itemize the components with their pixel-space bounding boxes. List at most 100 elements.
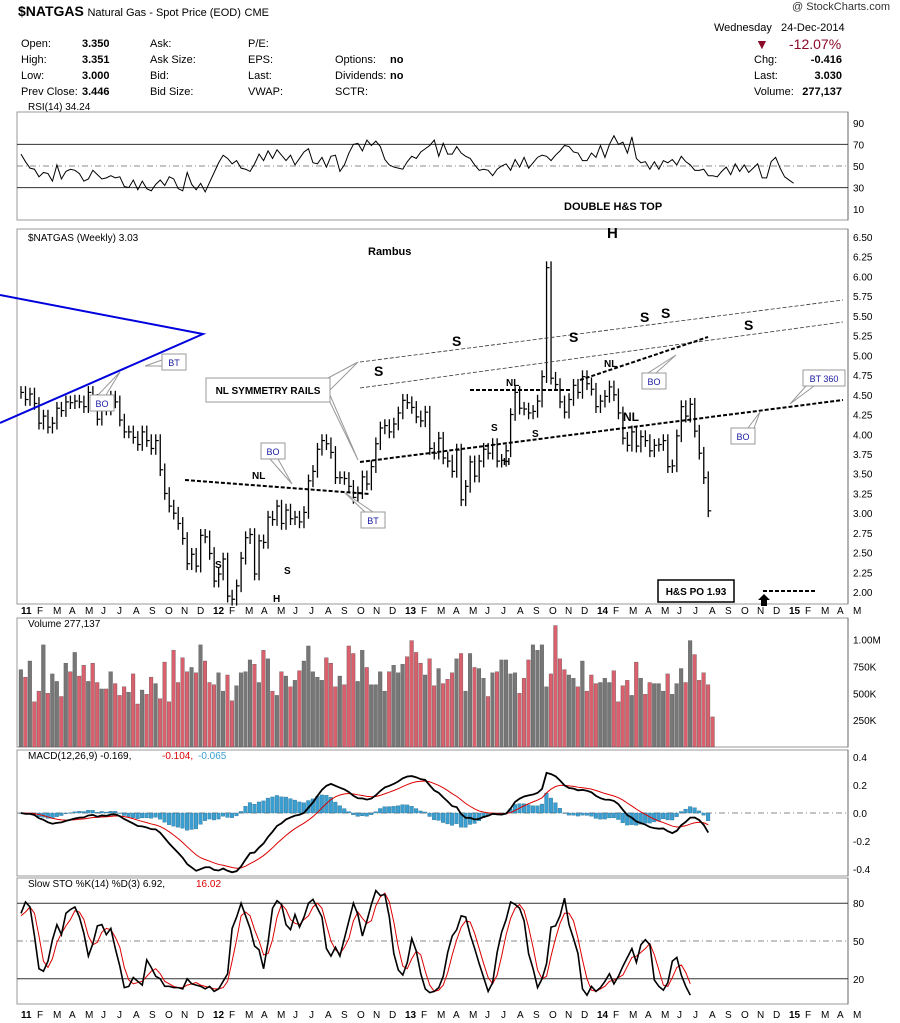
volume-bar — [683, 682, 688, 748]
y-tick-label: 10 — [853, 205, 865, 216]
macd-histogram-bar — [436, 812, 441, 821]
x-tick-label: M — [853, 606, 861, 617]
volume-bar — [652, 683, 657, 748]
macd-histogram-bar — [373, 811, 378, 814]
macd-histogram-bar — [288, 798, 293, 814]
x-tick-label: S — [533, 1010, 540, 1021]
rsi-line — [20, 134, 794, 194]
macd-histogram-bar — [670, 812, 675, 821]
volume-bar — [418, 663, 423, 748]
macd-hist-value: -0.065 — [198, 751, 227, 762]
chart-title: $NATGAS Natural Gas - Spot Price (EOD) C… — [18, 3, 269, 19]
price-label: $NATGAS (Weekly) 3.03 — [28, 233, 139, 244]
y-tick-label: 6.00 — [853, 272, 873, 283]
macd-histogram-bar — [261, 800, 266, 814]
macd-histogram-bar — [247, 802, 252, 814]
callout-tail — [344, 492, 375, 513]
x-tick-label: A — [517, 1010, 524, 1021]
volume-bar — [324, 657, 329, 748]
macd-histogram-bar — [234, 812, 239, 817]
rsi-label: RSI(14) 34.24 — [28, 102, 91, 113]
credit[interactable]: @ StockCharts.com — [792, 1, 890, 13]
macd-histogram-bar — [611, 812, 616, 819]
callout-box — [802, 369, 846, 387]
callout-tail — [747, 411, 761, 429]
volume-bar — [589, 674, 594, 748]
quote-value: 277,137 — [802, 86, 842, 98]
x-tick-label: A — [453, 1010, 460, 1021]
volume-label: Volume 277,137 — [28, 619, 101, 630]
shoulder-label: S — [661, 305, 670, 321]
x-tick-label: J — [677, 606, 682, 617]
shoulder-label: S — [640, 309, 649, 325]
macd-histogram-bar — [203, 812, 208, 821]
macd-histogram-bar — [265, 797, 270, 814]
quote-label: Options: — [335, 54, 376, 66]
volume-bar — [544, 686, 549, 748]
macd-histogram-bar — [589, 812, 594, 817]
y-tick-label: 4.00 — [853, 430, 873, 441]
macd-histogram-bar — [602, 812, 607, 820]
y-tick-label: 0.4 — [853, 753, 867, 764]
quote-label: VWAP: — [248, 86, 284, 98]
x-tick-label: J — [677, 1010, 682, 1021]
macd-histogram-bar — [656, 812, 661, 821]
volume-bar — [486, 696, 490, 748]
volume-bar — [400, 664, 405, 748]
macd-histogram-bar — [144, 812, 149, 818]
volume-bar — [185, 671, 190, 748]
x-tick-label: N — [565, 1010, 572, 1021]
macd-histogram-bar — [68, 812, 73, 814]
x-tick-label: D — [773, 606, 780, 617]
day: Wednesday — [714, 22, 772, 34]
panel-frame — [16, 228, 849, 605]
x-tick-label: J — [501, 1010, 506, 1021]
macd-histogram-bar — [454, 812, 459, 824]
quote-label: Prev Close: — [21, 86, 78, 98]
volume-bar — [387, 671, 392, 748]
y-tick-label: 5.25 — [853, 332, 873, 343]
macd-histogram-bar — [427, 812, 432, 817]
callout-box — [730, 427, 756, 445]
macd-histogram-bar — [63, 812, 68, 814]
volume-bar — [126, 692, 131, 748]
macd-histogram-bar — [180, 812, 185, 829]
y-tick-label: 20 — [853, 975, 865, 986]
x-tick-label: S — [149, 606, 156, 617]
y-tick-label: -0.4 — [853, 865, 871, 876]
volume-bar — [670, 694, 675, 748]
y-tick-label: 500K — [853, 689, 877, 700]
x-tick-label: M — [245, 1010, 253, 1021]
volume-bar — [378, 671, 383, 748]
head-label-2012: H — [273, 594, 280, 605]
macd-histogram-bar — [400, 804, 405, 814]
x-tick-label: A — [133, 1010, 140, 1021]
volume-bar — [333, 686, 338, 748]
x-tick-label: A — [837, 606, 844, 617]
shoulder-label: S — [491, 423, 498, 434]
quote-value: 3.350 — [82, 38, 110, 50]
macd-histogram-bar — [171, 812, 176, 827]
x-tick-label: D — [581, 1010, 588, 1021]
macd-histogram-bar — [450, 812, 455, 826]
y-tick-label: 2.25 — [853, 568, 873, 579]
backtest-callout: BT — [344, 492, 386, 529]
volume-bar — [355, 681, 360, 748]
volume-bar — [530, 644, 535, 748]
callout-tail — [144, 359, 163, 367]
x-tick-label: M — [629, 606, 637, 617]
x-tick-label: N — [757, 1010, 764, 1021]
breakout-callout: BO — [641, 354, 677, 390]
volume-bar — [472, 667, 477, 748]
shoulder-label: S — [452, 333, 461, 349]
volume-bar — [153, 683, 158, 748]
y-tick-label: 3.50 — [853, 470, 873, 481]
x-tick-label: J — [693, 606, 698, 617]
volume-bar — [710, 716, 715, 748]
quote-label: EPS: — [248, 54, 274, 66]
x-tick-label: M — [469, 1010, 477, 1021]
quote-value: 3.446 — [82, 86, 110, 98]
macd-histogram-bar — [95, 812, 100, 814]
quote-value: no — [390, 70, 404, 82]
x-tick-label: O — [357, 606, 365, 617]
